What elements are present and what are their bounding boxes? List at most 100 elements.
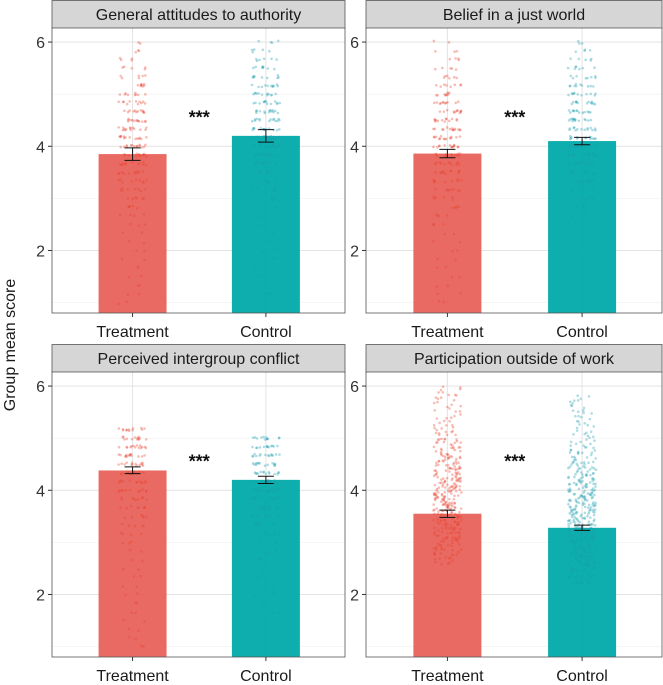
data-point-control xyxy=(580,198,584,201)
data-point-control xyxy=(260,557,263,561)
data-point-control xyxy=(570,539,574,543)
data-point-treatment xyxy=(118,479,122,482)
data-point-treatment xyxy=(449,443,453,446)
data-point-treatment xyxy=(444,137,448,141)
data-point-treatment xyxy=(123,109,126,113)
data-point-control xyxy=(584,537,587,541)
data-point-control xyxy=(579,480,582,483)
data-point-control xyxy=(572,512,575,515)
data-point-control xyxy=(584,497,587,501)
data-point-treatment xyxy=(458,472,461,476)
data-point-treatment xyxy=(440,119,444,122)
data-point-control xyxy=(586,179,590,182)
significance-label: *** xyxy=(504,108,525,128)
data-point-control xyxy=(572,481,576,485)
data-point-treatment xyxy=(117,172,120,175)
data-point-control xyxy=(590,451,594,454)
data-point-treatment xyxy=(120,472,124,475)
data-point-treatment xyxy=(138,136,142,140)
data-point-control xyxy=(253,152,257,156)
data-point-control xyxy=(583,550,586,553)
data-point-treatment xyxy=(443,458,447,461)
data-point-treatment xyxy=(446,457,450,460)
data-point-control xyxy=(264,453,267,457)
data-point-control xyxy=(588,417,592,421)
data-point-control xyxy=(572,568,576,571)
data-point-control xyxy=(569,117,572,121)
data-point-treatment xyxy=(136,265,140,268)
data-point-treatment xyxy=(443,519,447,522)
data-point-treatment xyxy=(435,101,439,104)
data-point-treatment xyxy=(142,471,145,474)
data-point-control xyxy=(577,119,581,123)
data-point-control xyxy=(268,180,271,184)
data-point-control xyxy=(577,479,581,482)
data-point-treatment xyxy=(448,501,451,505)
data-point-treatment xyxy=(456,178,459,181)
data-point-treatment xyxy=(449,531,453,535)
data-point-treatment xyxy=(140,428,144,431)
data-point-control xyxy=(258,118,261,122)
data-point-control xyxy=(576,559,580,562)
facet-strip xyxy=(365,344,663,373)
data-point-control xyxy=(262,470,265,474)
data-point-control xyxy=(580,146,583,149)
data-point-control xyxy=(273,496,277,500)
data-point-treatment xyxy=(134,170,138,173)
data-point-treatment xyxy=(452,111,456,114)
data-point-control xyxy=(251,136,255,140)
data-point-control xyxy=(580,539,584,543)
data-point-control xyxy=(590,466,594,469)
data-point-treatment xyxy=(435,534,439,538)
data-point-control xyxy=(263,111,267,115)
data-point-treatment xyxy=(458,536,461,540)
data-point-control xyxy=(266,490,269,493)
data-point-control xyxy=(571,528,575,531)
data-point-treatment xyxy=(456,145,460,149)
data-point-control xyxy=(569,448,573,452)
data-point-treatment xyxy=(433,498,437,502)
data-point-control xyxy=(270,110,273,113)
data-point-control xyxy=(580,180,584,184)
data-point-treatment xyxy=(117,445,121,449)
data-point-treatment xyxy=(125,300,128,304)
data-point-control xyxy=(270,137,273,141)
data-point-treatment xyxy=(459,507,463,510)
data-point-control xyxy=(581,179,584,182)
data-point-treatment xyxy=(142,213,146,216)
data-point-treatment xyxy=(127,542,131,545)
data-point-treatment xyxy=(455,484,458,487)
data-point-control xyxy=(265,180,269,184)
data-point-control xyxy=(258,454,261,457)
data-point-treatment xyxy=(144,120,147,123)
data-point-control xyxy=(593,439,596,442)
data-point-control xyxy=(578,423,581,426)
data-point-control xyxy=(273,462,276,466)
data-point-treatment xyxy=(137,455,140,458)
data-point-treatment xyxy=(448,57,452,61)
data-point-control xyxy=(258,539,262,543)
data-point-control xyxy=(573,521,577,524)
data-point-treatment xyxy=(119,58,123,62)
data-point-control xyxy=(574,504,578,507)
data-point-control xyxy=(567,172,571,175)
data-point-treatment xyxy=(442,498,445,501)
data-point-control xyxy=(587,542,591,546)
data-point-treatment xyxy=(137,119,140,123)
data-point-treatment xyxy=(457,58,461,62)
data-point-control xyxy=(252,66,255,70)
data-point-treatment xyxy=(436,438,440,442)
data-point-control xyxy=(585,474,588,478)
data-point-control xyxy=(274,109,277,113)
data-point-control xyxy=(257,461,260,465)
data-point-control xyxy=(589,473,592,477)
data-point-control xyxy=(274,206,278,209)
data-point-treatment xyxy=(455,462,458,465)
data-point-treatment xyxy=(137,292,141,296)
data-point-treatment xyxy=(442,137,446,141)
data-point-treatment xyxy=(440,427,443,430)
data-point-control xyxy=(277,471,281,474)
data-point-treatment xyxy=(456,467,460,471)
data-point-control xyxy=(271,154,275,158)
data-point-control xyxy=(573,455,576,459)
